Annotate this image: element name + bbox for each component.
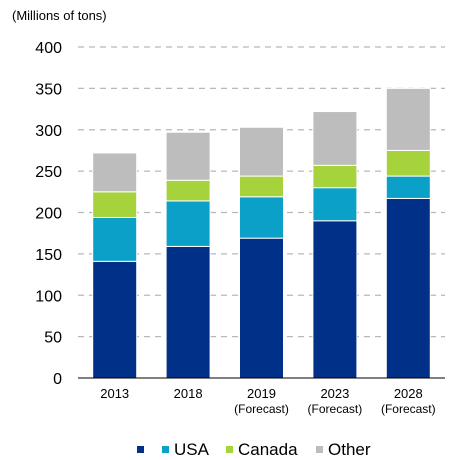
bars — [92, 87, 431, 379]
legend: USA Canada Other — [137, 440, 371, 459]
bar-segment — [165, 245, 211, 379]
bar-segment — [385, 87, 431, 151]
y-tick-label: 50 — [44, 330, 62, 347]
bar-segment — [92, 152, 138, 193]
x-tick-label: 2028 — [394, 386, 423, 401]
bar-segment — [385, 149, 431, 177]
x-tick-label: 2018 — [174, 386, 203, 401]
y-tick-label: 150 — [35, 247, 62, 264]
y-tick-label: 0 — [53, 371, 62, 388]
x-tick-sublabel: (Forecast) — [234, 402, 289, 416]
legend-swatch — [162, 446, 169, 453]
bar-segment — [92, 216, 138, 262]
y-unit-label: (Millions of tons) — [12, 8, 107, 23]
x-tick-sublabel: (Forecast) — [381, 402, 436, 416]
y-axis-ticks: 0 50 100 150 200 250 300 350 400 — [35, 40, 62, 388]
y-tick-label: 250 — [35, 164, 62, 181]
bar-segment — [385, 197, 431, 379]
bar-segment — [239, 237, 284, 379]
x-tick-label: 2023 — [320, 386, 349, 401]
bar-segment — [312, 164, 358, 189]
bar-segment — [385, 175, 431, 199]
legend-label: Other — [328, 440, 371, 459]
legend-swatch — [137, 446, 144, 453]
bar-segment — [239, 196, 284, 239]
bar-segment — [92, 191, 138, 218]
legend-swatch — [226, 446, 233, 453]
y-tick-label: 350 — [35, 81, 62, 98]
x-tick-sublabel: (Forecast) — [308, 402, 363, 416]
y-tick-label: 100 — [35, 288, 62, 305]
x-tick-label: 2019 — [247, 386, 276, 401]
bar-segment — [312, 220, 358, 379]
bar-segment — [312, 111, 358, 166]
y-tick-label: 300 — [35, 123, 62, 140]
x-tick-label: 2013 — [100, 386, 129, 401]
bar-segment — [239, 175, 284, 198]
legend-label: Canada — [238, 440, 298, 459]
bar-segment — [92, 260, 138, 379]
y-tick-label: 400 — [35, 40, 62, 57]
legend-swatch — [316, 446, 323, 453]
y-tick-label: 200 — [35, 206, 62, 223]
bar-segment — [239, 126, 284, 177]
legend-label: USA — [174, 440, 210, 459]
bar-segment — [165, 179, 211, 202]
bar-segment — [165, 200, 211, 247]
x-axis-labels: 2013 2018 2019(Forecast)2023(Forecast)2028… — [100, 386, 435, 416]
bar-segment — [165, 131, 211, 181]
bar-segment — [312, 187, 358, 222]
